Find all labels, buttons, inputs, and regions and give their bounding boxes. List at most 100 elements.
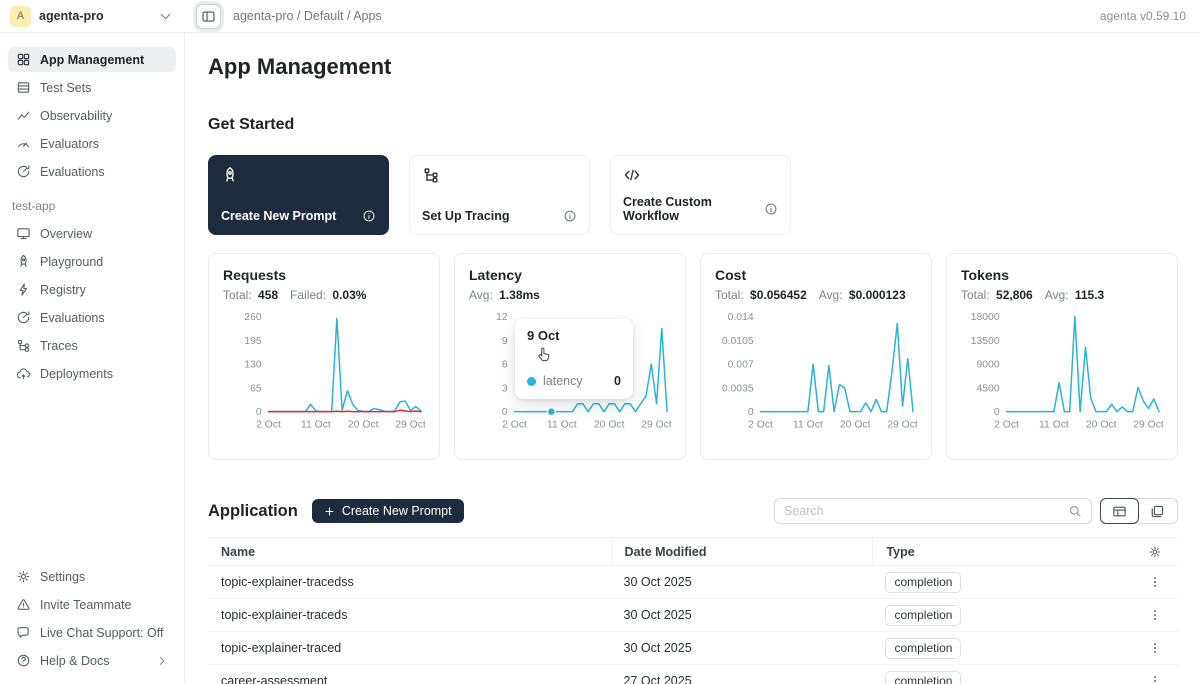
sidebar-item-evaluators[interactable]: Evaluators <box>8 131 176 156</box>
chart-title: Requests <box>223 267 425 283</box>
workspace-selector[interactable]: A agenta-pro <box>0 6 185 27</box>
rocket-icon <box>221 166 239 184</box>
bolt-icon <box>16 282 31 297</box>
create-new-prompt-card[interactable]: Create New Prompt <box>208 155 389 235</box>
y-tick-label: 9000 <box>977 360 1000 371</box>
sidebar-item-help-docs[interactable]: Help & Docs <box>8 648 176 673</box>
y-tick-label: 130 <box>244 360 262 371</box>
row-actions-icon[interactable] <box>1148 674 1162 684</box>
app-name-cell[interactable]: career-assessment <box>208 674 611 684</box>
date-modified-cell: 30 Oct 2025 <box>611 575 873 589</box>
search-input[interactable] <box>784 504 1068 518</box>
applications-table: Name Date Modified Type topic-explainer-… <box>208 537 1178 684</box>
x-tick-label: 2 Oct <box>994 420 1019 431</box>
sidebar-item-overview[interactable]: Overview <box>8 221 176 246</box>
y-tick-label: 0 <box>256 407 262 418</box>
search-box[interactable] <box>774 498 1092 524</box>
y-tick-label: 260 <box>244 312 262 323</box>
sidebar-collapse-button[interactable] <box>196 4 221 29</box>
chart-stat: Avg: 115.3 <box>1045 288 1105 302</box>
x-tick-label: 20 Oct <box>840 420 871 431</box>
sidebar-item-traces[interactable]: Traces <box>8 333 176 358</box>
hovered-point-marker <box>547 408 555 416</box>
sidebar-main-nav: App Management Test Sets Observability E… <box>8 47 176 187</box>
sidebar-item-evaluations[interactable]: Evaluations <box>8 305 176 330</box>
column-header-name[interactable]: Name <box>208 545 611 559</box>
chart-plot: 2601951306502 Oct11 Oct20 Oct29 Oct <box>223 306 425 448</box>
date-modified-cell: 30 Oct 2025 <box>611 641 873 655</box>
sidebar-item-live-chat-support-off[interactable]: Live Chat Support: Off <box>8 620 176 645</box>
panel-left-icon <box>201 9 216 24</box>
sidebar-project-label: test-app <box>8 187 176 221</box>
y-tick-label: 0.007 <box>728 360 754 371</box>
info-icon[interactable] <box>362 209 376 223</box>
table-row[interactable]: topic-explainer-traced 30 Oct 2025 compl… <box>208 632 1178 665</box>
info-icon[interactable] <box>563 209 577 223</box>
app-name-cell[interactable]: topic-explainer-traceds <box>208 608 611 622</box>
chart-stat: Total: $0.056452 <box>715 288 807 302</box>
row-actions-icon[interactable] <box>1148 608 1162 622</box>
app-version: agenta v0.59.10 <box>1100 9 1200 23</box>
row-actions-icon[interactable] <box>1148 575 1162 589</box>
get-started-cards: Create New Prompt Set Up Tracing Create … <box>208 155 1178 235</box>
y-tick-label: 6 <box>502 360 508 371</box>
column-header-date-modified[interactable]: Date Modified <box>611 538 873 565</box>
evalcirc-icon <box>16 310 31 325</box>
sidebar-project-nav: Overview Playground Registry Evaluations… <box>8 221 176 389</box>
trend-icon <box>16 108 31 123</box>
page-title: App Management <box>208 54 1178 80</box>
tooltip-series-dot <box>527 377 536 386</box>
table-header-row: Name Date Modified Type <box>208 537 1178 566</box>
app-name-cell[interactable]: topic-explainer-traced <box>208 641 611 655</box>
table-row[interactable]: topic-explainer-traceds 30 Oct 2025 comp… <box>208 599 1178 632</box>
tokens-chart-card: Tokens Total: 52,806Avg: 115.3 180001350… <box>946 253 1178 460</box>
type-badge: completion <box>885 572 961 593</box>
sidebar-item-settings[interactable]: Settings <box>8 564 176 589</box>
plus-icon <box>324 506 335 517</box>
cost-chart-card: Cost Total: $0.056452Avg: $0.000123 0.01… <box>700 253 932 460</box>
y-tick-label: 0 <box>748 407 754 418</box>
sidebar-item-observability[interactable]: Observability <box>8 103 176 128</box>
column-settings-gear-icon[interactable] <box>1148 545 1162 559</box>
chat-icon <box>16 625 31 640</box>
sidebar-item-test-sets[interactable]: Test Sets <box>8 75 176 100</box>
type-badge: completion <box>885 671 961 684</box>
success-line <box>269 318 421 411</box>
failed-line <box>269 410 421 411</box>
y-tick-label: 65 <box>250 383 262 394</box>
sidebar-item-app-management[interactable]: App Management <box>8 47 176 72</box>
create-custom-workflow-card[interactable]: Create Custom Workflow <box>610 155 791 235</box>
metrics-charts-row: 9 Oct latency 0 Requests Total: 458Faile… <box>208 253 1178 460</box>
breadcrumb[interactable]: agenta-pro / Default / Apps <box>233 9 382 23</box>
row-actions-icon[interactable] <box>1148 641 1162 655</box>
tree-icon <box>422 166 440 184</box>
set-up-tracing-card[interactable]: Set Up Tracing <box>409 155 590 235</box>
gauge-icon <box>16 136 31 151</box>
table-row[interactable]: career-assessment 27 Oct 2025 completion <box>208 665 1178 684</box>
help-icon <box>16 653 31 668</box>
top-bar: A agenta-pro agenta-pro / Default / Apps… <box>0 0 1200 33</box>
info-icon[interactable] <box>764 202 778 216</box>
sidebar-item-playground[interactable]: Playground <box>8 249 176 274</box>
sidebar-item-deployments[interactable]: Deployments <box>8 361 176 386</box>
rocket-icon <box>16 254 31 269</box>
app-name-cell[interactable]: topic-explainer-tracedss <box>208 575 611 589</box>
tooltip-series-name: latency <box>543 374 583 388</box>
sidebar-item-invite-teammate[interactable]: Invite Teammate <box>8 592 176 617</box>
chart-stats: Total: $0.056452Avg: $0.000123 <box>715 288 917 302</box>
table-view-button[interactable] <box>1100 498 1139 524</box>
column-header-type[interactable]: Type <box>872 538 1090 565</box>
search-icon <box>1068 504 1082 518</box>
workspace-avatar: A <box>10 6 31 27</box>
sidebar-item-registry[interactable]: Registry <box>8 277 176 302</box>
table-row[interactable]: topic-explainer-tracedss 30 Oct 2025 com… <box>208 566 1178 599</box>
chart-stat: Total: 458 <box>223 288 278 302</box>
x-tick-label: 2 Oct <box>256 420 281 431</box>
sidebar-item-evaluations[interactable]: Evaluations <box>8 159 176 184</box>
x-tick-label: 11 Oct <box>1039 420 1069 431</box>
create-new-prompt-button[interactable]: Create New Prompt <box>312 499 464 523</box>
x-tick-label: 2 Oct <box>502 420 527 431</box>
chart-plot: 0.0140.01050.0070.003502 Oct11 Oct20 Oct… <box>715 306 917 448</box>
chart-title: Tokens <box>961 267 1163 283</box>
card-view-button[interactable] <box>1138 499 1177 523</box>
